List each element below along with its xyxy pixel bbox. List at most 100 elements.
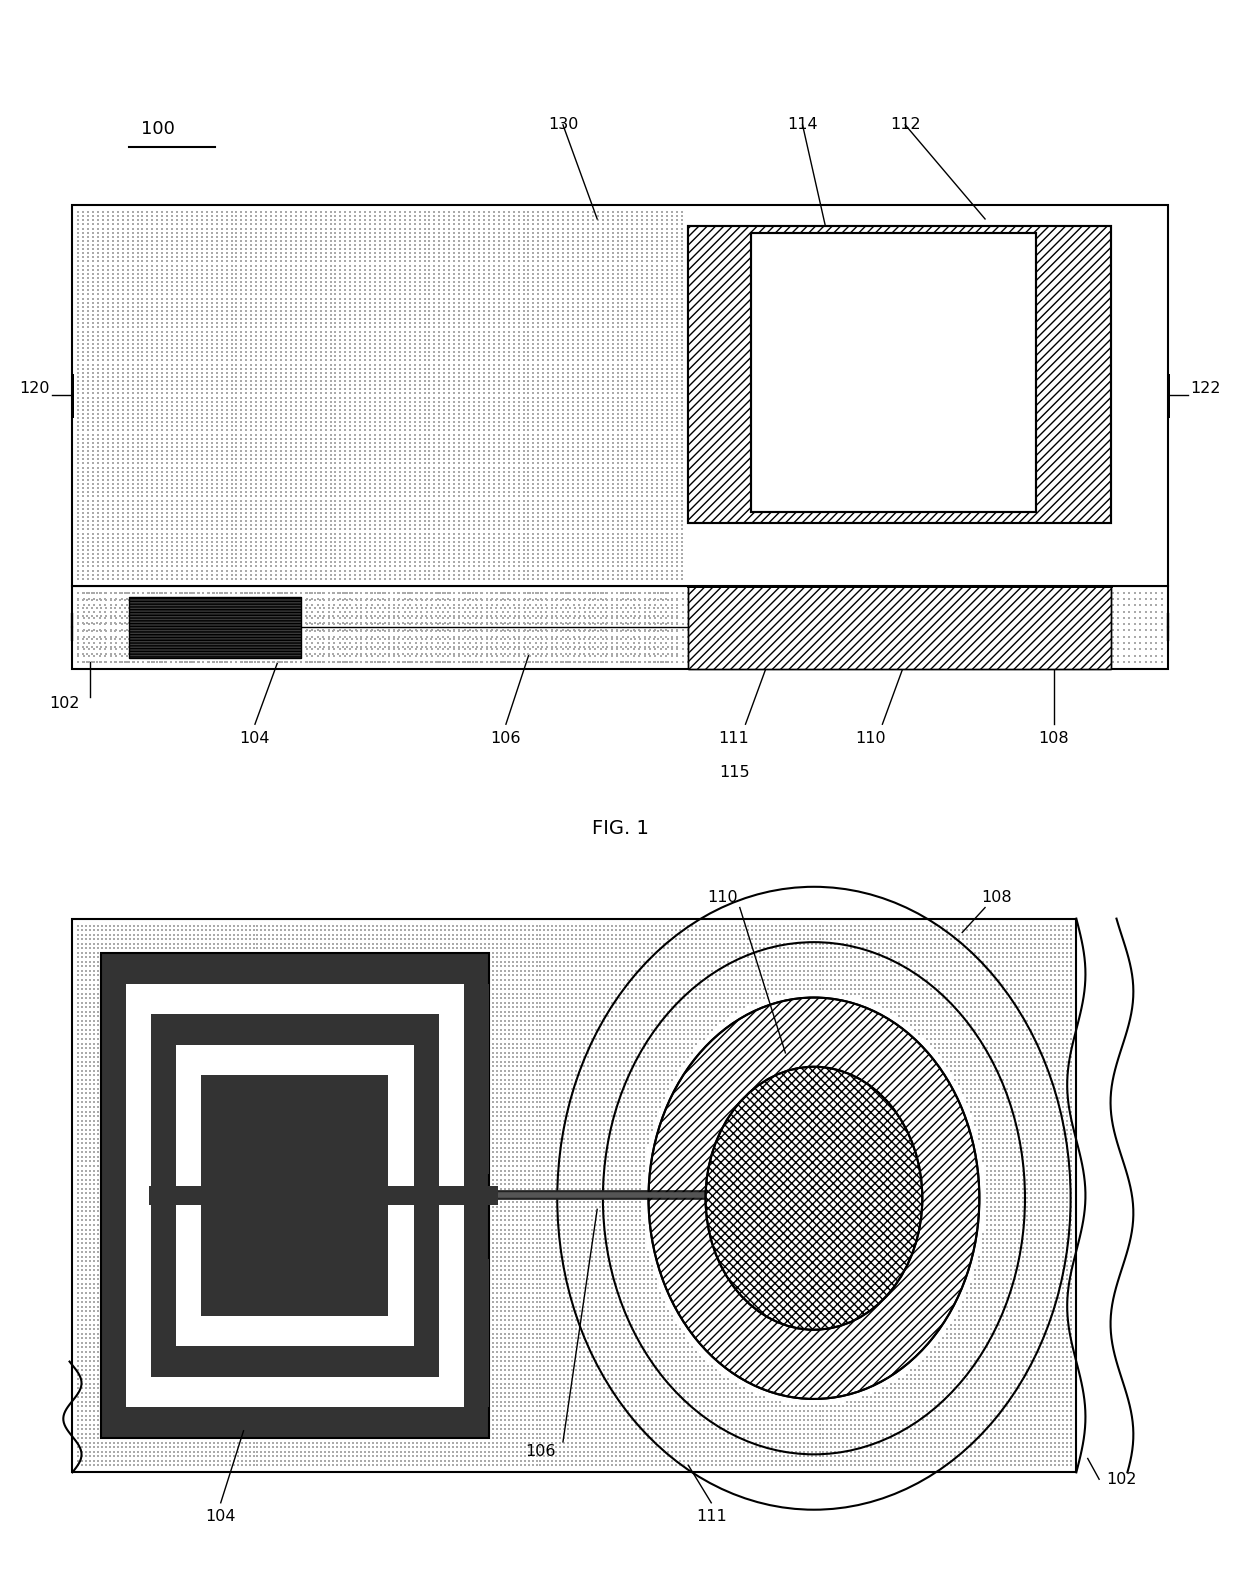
Point [76,917,95,942]
Point [742,986,761,1011]
Point [630,1339,650,1364]
Point [570,922,590,947]
Point [1056,926,1076,952]
Point [482,1126,502,1151]
Point [291,360,311,385]
Point [123,335,143,360]
Point [455,643,475,669]
Point [118,307,138,332]
Point [538,1408,558,1433]
Point [404,513,424,538]
Point [128,322,148,348]
Point [983,643,1003,669]
Point [981,1413,1001,1438]
Point [985,1417,1004,1442]
Point [444,216,464,241]
Point [682,1408,702,1433]
Point [754,967,774,993]
Point [340,495,360,521]
Point [1029,926,1049,952]
Point [384,634,404,659]
Point [319,650,339,675]
Point [128,212,148,238]
Point [365,406,384,431]
Point [862,945,882,971]
Point [698,1362,718,1387]
Point [1056,1326,1076,1351]
Point [479,521,498,546]
Point [239,912,259,938]
Point [172,368,192,393]
Point [1060,1131,1080,1156]
Point [207,513,227,538]
Point [873,963,893,988]
Point [588,307,608,332]
Point [1024,1343,1044,1369]
Point [797,1408,817,1433]
Point [498,1100,518,1125]
Point [538,352,558,378]
Point [212,1425,232,1450]
Point [534,1417,554,1442]
Point [534,1380,554,1405]
Point [652,447,672,472]
Point [1017,1380,1037,1405]
Point [993,982,1013,1007]
Point [591,650,611,675]
Point [118,203,138,228]
Point [1001,1144,1021,1169]
Point [531,1394,551,1419]
Point [527,1408,547,1433]
Point [212,360,232,385]
Point [167,256,187,282]
Point [965,1353,985,1378]
Point [898,967,918,993]
Point [88,500,108,525]
Point [479,385,498,411]
Point [78,462,98,488]
Point [331,562,351,587]
Point [459,558,479,584]
Point [1037,1194,1056,1219]
Point [259,618,279,643]
Point [993,931,1013,956]
Point [1013,917,1033,942]
Point [326,492,346,518]
Point [148,266,167,291]
Point [518,626,538,651]
Point [647,212,667,238]
Point [138,355,157,381]
Point [954,926,973,952]
Point [981,1394,1001,1419]
Point [279,936,299,961]
Point [1017,917,1037,942]
Point [846,1449,866,1474]
Point [537,602,557,628]
Point [1017,1295,1037,1320]
Point [1024,1326,1044,1351]
Point [479,529,498,554]
Point [76,1290,95,1315]
Point [513,373,533,398]
Point [73,307,93,332]
Point [350,398,370,423]
Point [1045,1331,1065,1356]
Point [830,1435,849,1460]
Point [264,1449,284,1474]
Point [202,368,222,393]
Point [603,495,622,521]
Point [639,1331,658,1356]
Point [296,340,316,365]
Point [554,1343,574,1369]
Point [463,642,482,667]
Point [296,327,316,352]
Point [331,212,351,238]
Point [1056,1208,1076,1233]
Point [84,1203,104,1229]
Point [81,1444,100,1469]
Point [434,203,454,228]
Point [598,365,618,390]
Point [1032,618,1052,643]
Point [528,393,548,418]
Point [515,1262,534,1287]
